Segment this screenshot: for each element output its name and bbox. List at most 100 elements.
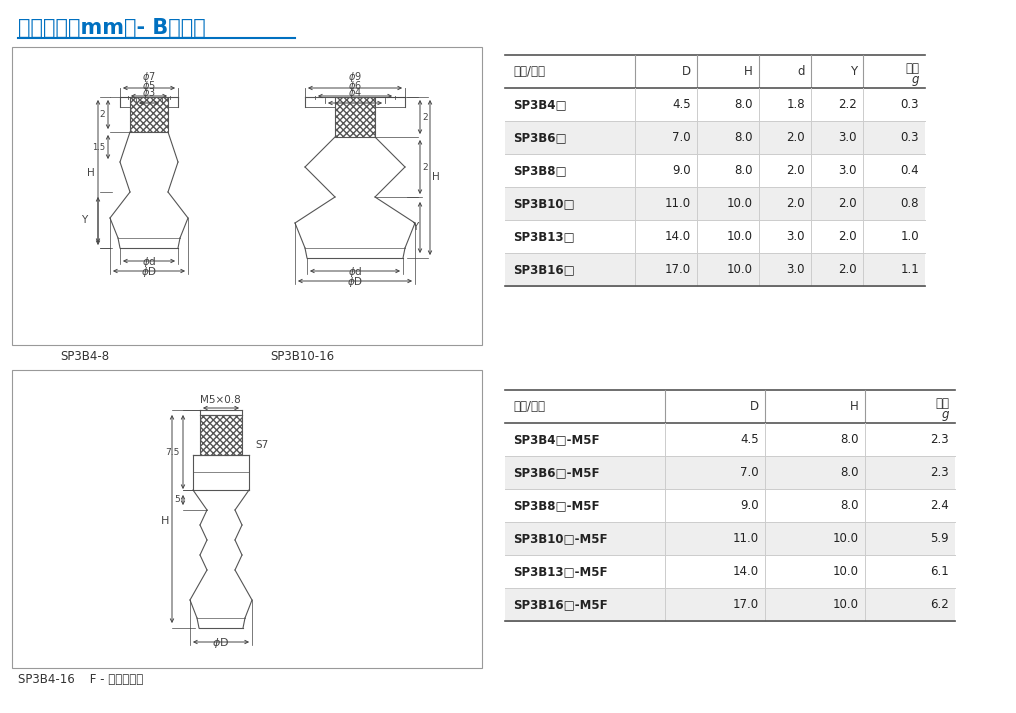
Text: SP3B4-8: SP3B4-8 [60,350,109,363]
Text: 8.0: 8.0 [735,164,753,177]
Text: $\phi$D: $\phi$D [212,636,230,650]
Text: 10.0: 10.0 [833,565,859,578]
Text: 8.0: 8.0 [840,433,859,446]
Text: $\phi$9: $\phi$9 [348,70,362,84]
Text: H: H [432,173,440,183]
Text: $\phi$5: $\phi$5 [142,79,155,93]
Text: 2.3: 2.3 [931,433,949,446]
Text: 3.0: 3.0 [838,131,858,144]
Text: 8.0: 8.0 [735,131,753,144]
Text: S7: S7 [255,440,268,450]
Text: H: H [745,65,753,78]
Text: Y: Y [849,65,858,78]
Text: D: D [682,65,691,78]
Text: SP3B8□: SP3B8□ [513,164,567,177]
Text: 尺寸规格（mm）- B型吸盘: 尺寸规格（mm）- B型吸盘 [18,18,206,38]
Text: SP3B13□-M5F: SP3B13□-M5F [513,565,608,578]
Text: 10.0: 10.0 [833,598,859,611]
Text: 2.0: 2.0 [838,230,858,243]
Text: 7.5: 7.5 [166,448,180,457]
Text: 2.2: 2.2 [838,98,858,111]
Bar [505,555,955,588]
Text: $\phi$d: $\phi$d [347,265,363,279]
Text: 17.0: 17.0 [733,598,759,611]
Text: 1.5: 1.5 [91,143,105,151]
Text: 型号/尺寸: 型号/尺寸 [513,400,545,413]
Text: 10.0: 10.0 [833,532,859,545]
Text: g: g [911,73,919,86]
Bar [505,489,955,522]
Text: H: H [161,516,169,526]
Bar [200,415,242,455]
Text: 17.0: 17.0 [664,263,691,276]
Text: 6.2: 6.2 [931,598,949,611]
Text: 2.0: 2.0 [838,197,858,210]
Text: 3.0: 3.0 [786,263,805,276]
Text: $\phi$D: $\phi$D [141,265,157,279]
Text: 2.0: 2.0 [838,263,858,276]
Text: 5.9: 5.9 [931,532,949,545]
Text: SP3B4□: SP3B4□ [513,98,567,111]
Text: 5: 5 [175,496,180,505]
Bar [505,253,925,286]
Text: M5×0.8: M5×0.8 [199,395,241,405]
Text: SP3B8□-M5F: SP3B8□-M5F [513,499,599,512]
Text: SP3B6□: SP3B6□ [513,131,567,144]
Text: 2.0: 2.0 [786,197,805,210]
Text: 单重: 单重 [935,397,949,410]
Text: 0.3: 0.3 [900,131,919,144]
Text: $\phi$D: $\phi$D [346,275,363,289]
Text: 11.0: 11.0 [733,532,759,545]
Text: SP3B16□-M5F: SP3B16□-M5F [513,598,608,611]
Text: 8.0: 8.0 [840,499,859,512]
Text: $\phi$6: $\phi$6 [348,79,362,93]
Text: SP3B10□-M5F: SP3B10□-M5F [513,532,608,545]
Text: 14.0: 14.0 [664,230,691,243]
Text: SP3B6□-M5F: SP3B6□-M5F [513,466,599,479]
Text: 3.0: 3.0 [786,230,805,243]
Text: 0.4: 0.4 [900,164,919,177]
Text: 8.0: 8.0 [735,98,753,111]
Text: 9.0: 9.0 [741,499,759,512]
Text: 1.0: 1.0 [900,230,919,243]
Text: 14.0: 14.0 [733,565,759,578]
Text: 2.0: 2.0 [786,164,805,177]
Text: Y: Y [80,215,87,225]
Text: d: d [798,65,805,78]
Text: Y: Y [411,222,418,232]
Text: SP3B10-16: SP3B10-16 [270,350,334,363]
Text: 0.3: 0.3 [900,98,919,111]
Text: 7.0: 7.0 [741,466,759,479]
Text: 4.5: 4.5 [741,433,759,446]
Text: 型号/尺寸: 型号/尺寸 [513,65,545,78]
Text: 10.0: 10.0 [727,197,753,210]
Bar [505,456,955,489]
Bar [12,47,482,345]
Text: SP3B4□-M5F: SP3B4□-M5F [513,433,599,446]
Text: $\phi$d: $\phi$d [141,255,156,269]
Text: 2: 2 [100,110,105,119]
Text: SP3B13□: SP3B13□ [513,230,575,243]
Bar [130,97,168,132]
Text: 8.0: 8.0 [840,466,859,479]
Text: 2.4: 2.4 [931,499,949,512]
Text: $\phi$7: $\phi$7 [142,70,155,84]
Text: $\phi$4: $\phi$4 [348,86,362,100]
Text: SP3B16□: SP3B16□ [513,263,575,276]
Bar [335,97,375,137]
Text: 6.1: 6.1 [931,565,949,578]
Text: 9.0: 9.0 [673,164,691,177]
Text: H: H [850,400,859,413]
Text: 11.0: 11.0 [664,197,691,210]
Text: $\phi$3: $\phi$3 [142,86,155,100]
Text: g: g [942,408,949,421]
Bar [505,154,925,187]
Bar [505,588,955,621]
Text: 7.0: 7.0 [673,131,691,144]
Text: SP3B4-16    F - 内螺纹连接: SP3B4-16 F - 内螺纹连接 [18,673,143,686]
Bar [505,88,925,121]
Text: 1.1: 1.1 [900,263,919,276]
Bar [505,187,925,220]
Text: 4.5: 4.5 [673,98,691,111]
Text: 2: 2 [422,163,428,172]
